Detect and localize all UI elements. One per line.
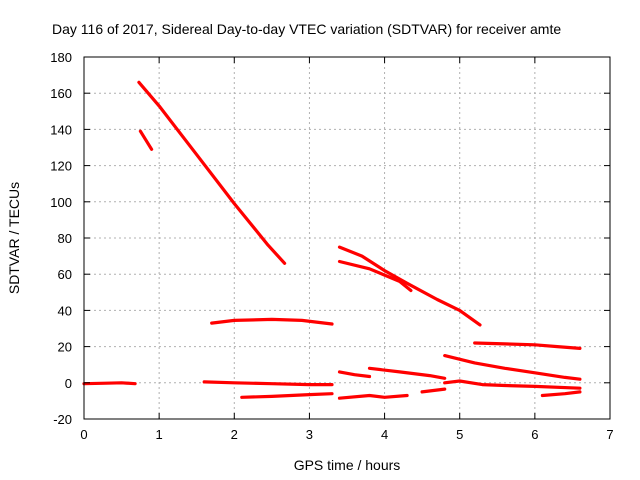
data-series-seg-12 [420, 387, 447, 394]
x-tick-label: 5 [456, 427, 463, 442]
series-group [82, 80, 582, 400]
x-tick-label: 2 [231, 427, 238, 442]
x-axis: 0 1 2 3 4 5 6 7 [80, 57, 614, 442]
x-axis-label: GPS time / hours [294, 457, 401, 473]
data-series-seg-08 [337, 259, 413, 293]
y-tick-label: 100 [50, 195, 72, 210]
chart-title: Day 116 of 2017, Sidereal Day-to-day VTE… [52, 21, 561, 37]
y-tick-label: 20 [58, 340, 72, 355]
y-tick-label: 160 [50, 86, 72, 101]
grid [84, 57, 610, 419]
y-tick-label: 60 [58, 267, 72, 282]
x-tick-label: 7 [606, 427, 613, 442]
data-series-seg-01 [82, 381, 137, 386]
y-tick-label: -20 [53, 412, 72, 427]
data-series-seg-02 [137, 80, 287, 265]
y-tick-label: 0 [65, 376, 72, 391]
y-axis-label: SDTVAR / TECUs [6, 182, 22, 294]
data-series-seg-16 [540, 390, 582, 398]
y-tick-label: 120 [50, 159, 72, 174]
x-tick-label: 6 [531, 427, 538, 442]
x-tick-label: 0 [80, 427, 87, 442]
y-tick-label: 180 [50, 50, 72, 65]
data-series-seg-11 [367, 366, 447, 380]
y-tick-label: 140 [50, 122, 72, 137]
data-series-seg-14 [443, 379, 582, 390]
data-series-seg-06 [240, 392, 334, 399]
y-tick-label: 80 [58, 231, 72, 246]
x-tick-label: 3 [306, 427, 313, 442]
data-series-seg-03 [138, 129, 154, 151]
data-series-seg-15 [473, 341, 582, 350]
x-tick-label: 1 [156, 427, 163, 442]
data-series-seg-09 [337, 370, 372, 379]
y-tick-label: 40 [58, 303, 72, 318]
y-axis: -20 0 20 40 60 80 100 120 140 160 180 [50, 50, 610, 427]
data-series-seg-13 [443, 354, 582, 381]
data-series-seg-04 [210, 317, 334, 326]
data-series-seg-10 [337, 393, 409, 400]
data-series-seg-05 [202, 380, 334, 387]
x-tick-label: 4 [381, 427, 388, 442]
data-series-seg-07 [337, 245, 482, 327]
